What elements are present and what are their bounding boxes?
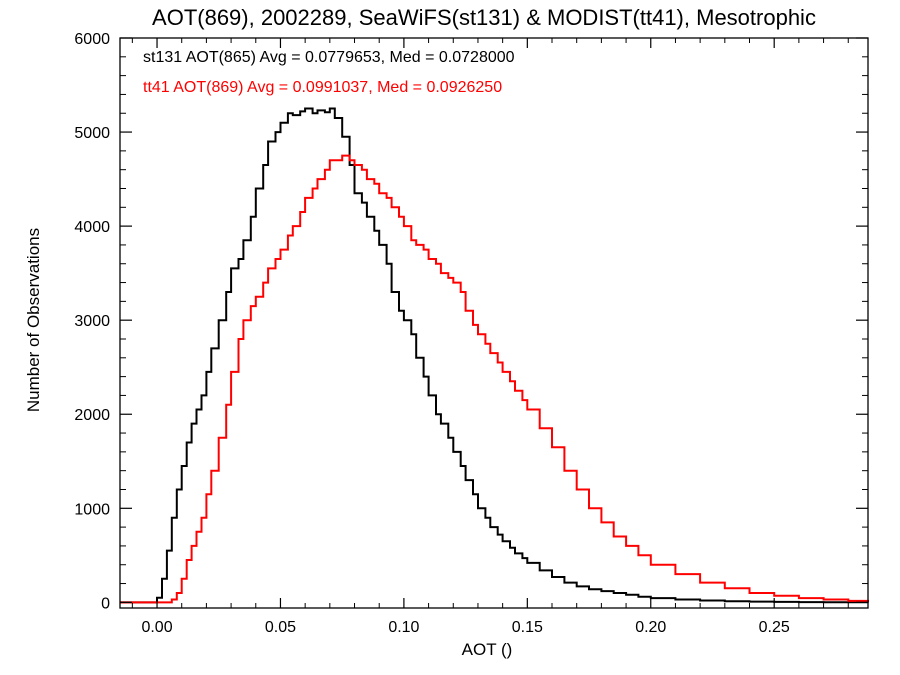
x-axis-ticks: 0.00 0.05 0.10 0.15 0.20 0.25 (131, 38, 849, 636)
y-tick-label-2: 2000 (74, 407, 110, 424)
x-tick-label-2: 0.10 (388, 619, 419, 636)
y-axis-ticks: 0 1000 2000 3000 4000 5000 6000 (74, 31, 868, 612)
x-tick-label-1: 0.05 (265, 619, 296, 636)
chart-title: AOT(869), 2002289, SeaWiFS(st131) & MODI… (152, 5, 816, 30)
y-tick-label-4: 4000 (74, 219, 110, 236)
y-tick-label-0: 0 (101, 595, 110, 612)
y-tick-label-5: 5000 (74, 125, 110, 142)
x-tick-label-3: 0.15 (512, 619, 543, 636)
y-axis-label: Number of Observations (24, 228, 43, 412)
y-tick-label-3: 3000 (74, 313, 110, 330)
series-layer (120, 107, 869, 604)
plot-frame (119, 37, 869, 609)
annotation-red-stats: tt41 AOT(869) Avg = 0.0991037, Med = 0.0… (143, 79, 502, 96)
y-tick-label-1: 1000 (74, 501, 110, 518)
x-tick-label-0: 0.00 (141, 619, 172, 636)
x-axis-label: AOT () (462, 640, 513, 659)
y-tick-label-6: 6000 (74, 31, 110, 48)
x-tick-label-4: 0.20 (635, 619, 666, 636)
series-line-0 (120, 107, 869, 604)
series-line-1 (120, 154, 869, 604)
annotation-black-stats: st131 AOT(865) Avg = 0.0779653, Med = 0.… (143, 49, 515, 66)
x-tick-label-5: 0.25 (759, 619, 790, 636)
